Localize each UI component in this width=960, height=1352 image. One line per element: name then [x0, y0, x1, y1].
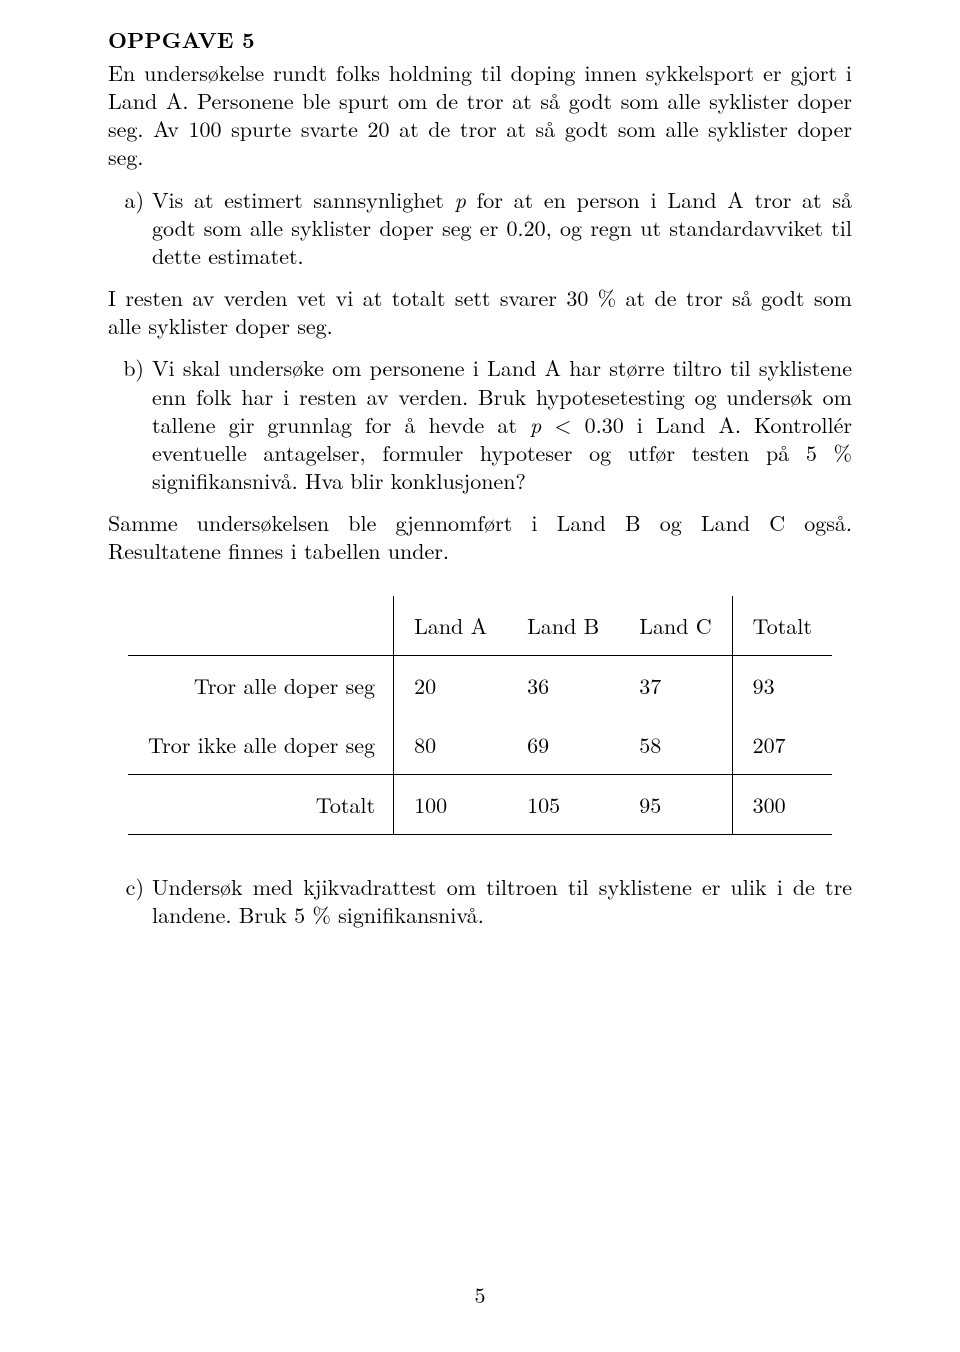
cell: 80 [394, 715, 508, 775]
page: OPPGAVE 5 En undersøkelse rundt folks ho… [0, 0, 960, 1352]
cell: 93 [732, 655, 832, 715]
cell: 207 [732, 715, 832, 775]
cell: 300 [732, 774, 832, 834]
total-label: Totalt [128, 774, 394, 834]
item-b-text: Vi skal undersøke om personene i Land A … [152, 354, 852, 495]
list-item-c: c) Undersøk med kjikvadrattest om tiltro… [108, 873, 852, 929]
item-b-var: p [530, 409, 541, 440]
cell: 36 [507, 655, 619, 715]
table-row: Tror ikke alle doper seg 80 69 58 207 [128, 715, 832, 775]
cell: 95 [619, 774, 732, 834]
task-title: OPPGAVE 5 [108, 24, 852, 55]
table-header-row: Land A Land B Land C Totalt [128, 596, 832, 656]
item-c-text: Undersøk med kjikvadrattest om tiltroen … [152, 873, 852, 929]
item-a-var: p [455, 184, 466, 215]
intro-paragraph: En undersøkelse rundt folks holdning til… [108, 59, 852, 172]
data-table: Land A Land B Land C Totalt Tror alle do… [128, 596, 832, 835]
interlude-paragraph-2: Samme undersøkelsen ble gjennomført i La… [108, 509, 852, 565]
list-c: c) Undersøk med kjikvadrattest om tiltro… [108, 873, 852, 929]
col-land-c: Land C [619, 596, 732, 656]
col-total: Totalt [732, 596, 832, 656]
list-b: b) Vi skal undersøke om personene i Land… [108, 354, 852, 495]
row-label-2: Tror ikke alle doper seg [128, 715, 394, 775]
item-a-marker: a) [108, 186, 152, 270]
cell: 20 [394, 655, 508, 715]
item-c-marker: c) [108, 873, 152, 929]
cell: 105 [507, 774, 619, 834]
table-row: Tror alle doper seg 20 36 37 93 [128, 655, 832, 715]
page-number: 5 [0, 1279, 960, 1310]
list-item-a: a) Vis at estimert sannsynlighet p for a… [108, 186, 852, 270]
cell: 69 [507, 715, 619, 775]
list-item-b: b) Vi skal undersøke om personene i Land… [108, 354, 852, 495]
col-land-b: Land B [507, 596, 619, 656]
table-corner [128, 596, 394, 656]
cell: 58 [619, 715, 732, 775]
item-a-pre: Vis at estimert sannsynlighet [152, 184, 455, 215]
col-land-a: Land A [394, 596, 508, 656]
interlude-paragraph-1: I resten av verden vet vi at totalt sett… [108, 284, 852, 340]
row-label-1: Tror alle doper seg [128, 655, 394, 715]
item-a-text: Vis at estimert sannsynlighet p for at e… [152, 186, 852, 270]
table-total-row: Totalt 100 105 95 300 [128, 774, 832, 834]
table-wrapper: Land A Land B Land C Totalt Tror alle do… [108, 596, 852, 835]
cell: 100 [394, 774, 508, 834]
cell: 37 [619, 655, 732, 715]
item-b-marker: b) [108, 354, 152, 495]
list-a: a) Vis at estimert sannsynlighet p for a… [108, 186, 852, 270]
